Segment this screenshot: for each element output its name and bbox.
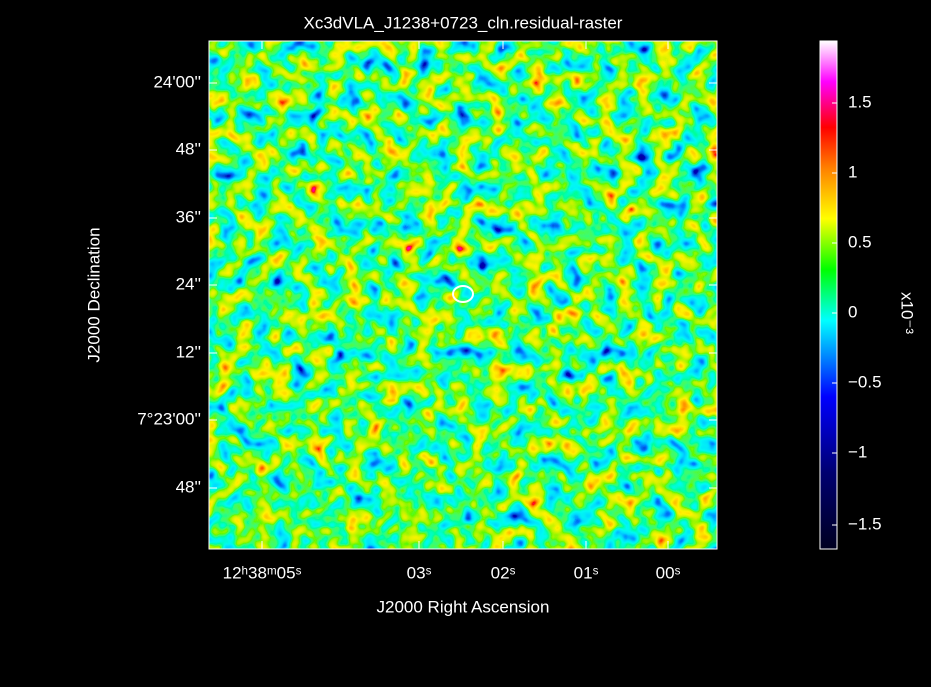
y-tick-label: 36'' (176, 207, 201, 226)
beam-marker (452, 285, 474, 303)
frame (208, 40, 718, 550)
x-tick-label: 02ˢ (491, 563, 516, 582)
colorbar-tick-label: 1 (848, 162, 857, 181)
x-tick-label: 12ʰ38ᵐ05ˢ (223, 563, 302, 582)
residual-raster (209, 41, 717, 549)
y-tick-label: 12'' (176, 342, 201, 361)
y-axis-label: J2000 Declination (84, 227, 103, 362)
colorbar-tick-label: −1 (848, 442, 867, 461)
y-tick-label: 24'' (176, 274, 201, 293)
y-tick-label: 48'' (176, 477, 201, 496)
x-tick-label: 00ˢ (656, 563, 681, 582)
y-tick-label: 7°23'00'' (137, 409, 201, 428)
x-tick-label: 01ˢ (574, 563, 599, 582)
title: Xc3dVLA_J1238+0723_cln.residual-raster (304, 13, 623, 32)
colorbar-tick-label: −1.5 (848, 514, 882, 533)
colorbar-tick-label: 1.5 (848, 92, 872, 111)
colorbar-tick-label: 0 (848, 302, 857, 321)
x-axis-label: J2000 Right Ascension (377, 597, 550, 616)
colorbar (819, 40, 838, 550)
x-tick-label: 03ˢ (407, 563, 432, 582)
y-tick-label: 24'00'' (153, 72, 201, 91)
colorbar-tick-label: −0.5 (848, 372, 882, 391)
colorbar-label: x10⁻³ (898, 292, 917, 334)
y-tick-label: 48'' (176, 139, 201, 158)
colorbar-tick-label: 0.5 (848, 232, 872, 251)
